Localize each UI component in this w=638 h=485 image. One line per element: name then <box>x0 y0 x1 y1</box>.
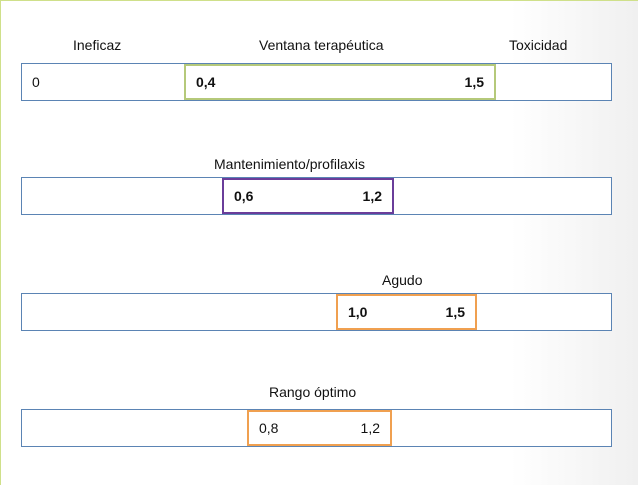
bar-ventana-terapeutica: 0 0,4 1,5 <box>21 63 612 101</box>
range-high-value: 1,5 <box>445 304 465 320</box>
range-low-value: 1,0 <box>348 304 368 320</box>
bar-start-value: 0 <box>32 74 40 90</box>
range-low-value: 0,4 <box>196 74 216 90</box>
range-rango-optimo: 0,8 1,2 <box>247 410 392 446</box>
range-ventana-terapeutica: 0,4 1,5 <box>184 64 496 100</box>
label-rango-optimo: Rango óptimo <box>269 384 357 400</box>
range-high-value: 1,2 <box>362 188 382 204</box>
bar-rango-optimo: 0,8 1,2 <box>21 409 612 447</box>
label-toxicidad: Toxicidad <box>509 37 568 53</box>
label-agudo: Agudo <box>382 272 423 288</box>
label-ineficaz: Ineficaz <box>73 37 122 53</box>
label-mantenimiento-profilaxis: Mantenimiento/profilaxis <box>214 156 365 172</box>
range-low-value: 0,8 <box>259 420 279 436</box>
range-high-value: 1,5 <box>464 74 484 90</box>
bar-agudo: 1,0 1,5 <box>21 293 612 331</box>
range-mantenimiento: 0,6 1,2 <box>222 178 394 214</box>
range-agudo: 1,0 1,5 <box>336 294 477 330</box>
bar-mantenimiento: 0,6 1,2 <box>21 177 612 215</box>
range-low-value: 0,6 <box>234 188 254 204</box>
range-high-value: 1,2 <box>360 420 380 436</box>
label-ventana-terapeutica: Ventana terapéutica <box>259 37 384 53</box>
